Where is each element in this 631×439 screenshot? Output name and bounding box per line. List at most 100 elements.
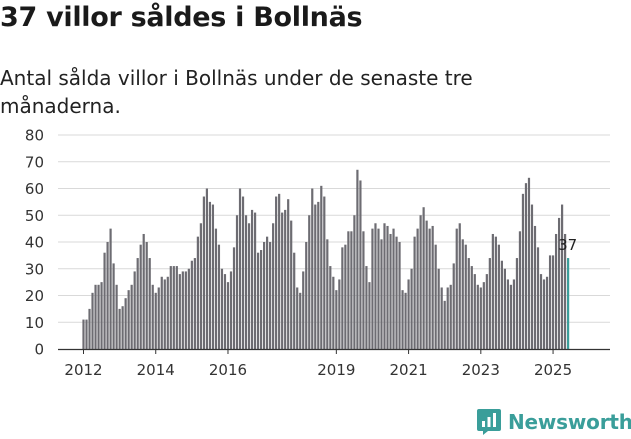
bar [88,308,91,350]
bar [302,271,305,349]
bar [506,279,510,349]
bar [410,268,413,349]
bar [545,276,549,349]
bar [452,263,455,349]
bar [416,228,419,350]
x-tick-label: 2014 [137,361,175,379]
bar [470,266,473,349]
x-tick-label: 2019 [317,361,355,379]
bar [151,284,154,349]
bar [374,223,377,349]
bar [368,282,371,350]
bar [332,276,335,349]
bar [485,274,488,349]
last-value-label: 37 [558,236,577,254]
bar [266,236,269,349]
bar [211,204,215,349]
bar [169,266,172,349]
y-tick-label: 60 [25,180,44,198]
bar [97,284,100,349]
bar [275,196,278,349]
bar [440,287,443,349]
bar [353,215,356,349]
bar [281,212,284,349]
page-title: 37 villor såldes i Bollnäs [0,2,363,33]
bar [407,279,410,349]
bar [178,274,181,349]
bar [145,242,148,349]
bar [106,242,109,349]
bar [488,258,491,349]
x-tick-label: 2025 [534,361,572,379]
bar [278,193,281,349]
bar [443,300,446,349]
bar [473,274,476,349]
bar [82,319,85,349]
bar [536,247,540,349]
bar [365,266,368,349]
bar [259,250,263,349]
bar [199,223,202,349]
bar [446,287,449,349]
y-tick-label: 20 [25,287,44,305]
bar [320,185,323,349]
bar [437,268,440,349]
bar [482,282,485,350]
x-tick-label: 2021 [389,361,427,379]
bar [476,284,479,349]
bar [479,287,482,349]
bar [458,223,461,349]
bar [139,244,142,349]
bar [347,231,350,349]
bar [166,276,169,349]
x-tick-label: 2016 [209,361,247,379]
bar [103,252,106,349]
bar [229,271,233,349]
bar [422,207,425,349]
bar [350,231,353,349]
bar [386,225,389,349]
bar [226,282,230,350]
y-axis-labels: 0 10 20 30 40 50 60 70 80 [25,127,44,359]
bar [112,263,115,349]
bar [217,244,221,349]
bar [172,266,175,349]
bar [557,217,561,349]
bar [431,225,434,349]
bar [109,228,112,350]
bar [223,274,227,349]
bar [455,228,458,350]
bar [401,290,404,349]
bar [383,223,386,349]
bar [560,204,564,349]
bar [154,292,157,349]
bar [305,242,308,349]
bar [461,239,464,349]
bar [308,215,311,349]
bar [449,284,452,349]
bar [542,279,546,349]
newsworthy-logo: Newsworthy [476,406,631,438]
bar [148,258,151,349]
bar [503,268,506,349]
bar [377,228,380,350]
bar [344,244,347,349]
bar [380,239,383,349]
bar [232,247,236,349]
bar [530,204,534,349]
bar [293,252,296,349]
bar [187,268,190,349]
bar [326,239,329,349]
bar [250,209,254,349]
y-tick-label: 50 [25,207,44,225]
bar [425,220,428,349]
bar [284,209,287,349]
x-axis: 2012 2014 2016 2019 2021 2023 2025 [58,348,610,379]
bar [329,266,332,349]
annotations: 37 [558,236,577,254]
bar [392,228,395,350]
bar [464,244,467,349]
y-tick-label: 40 [25,234,44,252]
bar [521,193,525,349]
bar [118,308,121,350]
